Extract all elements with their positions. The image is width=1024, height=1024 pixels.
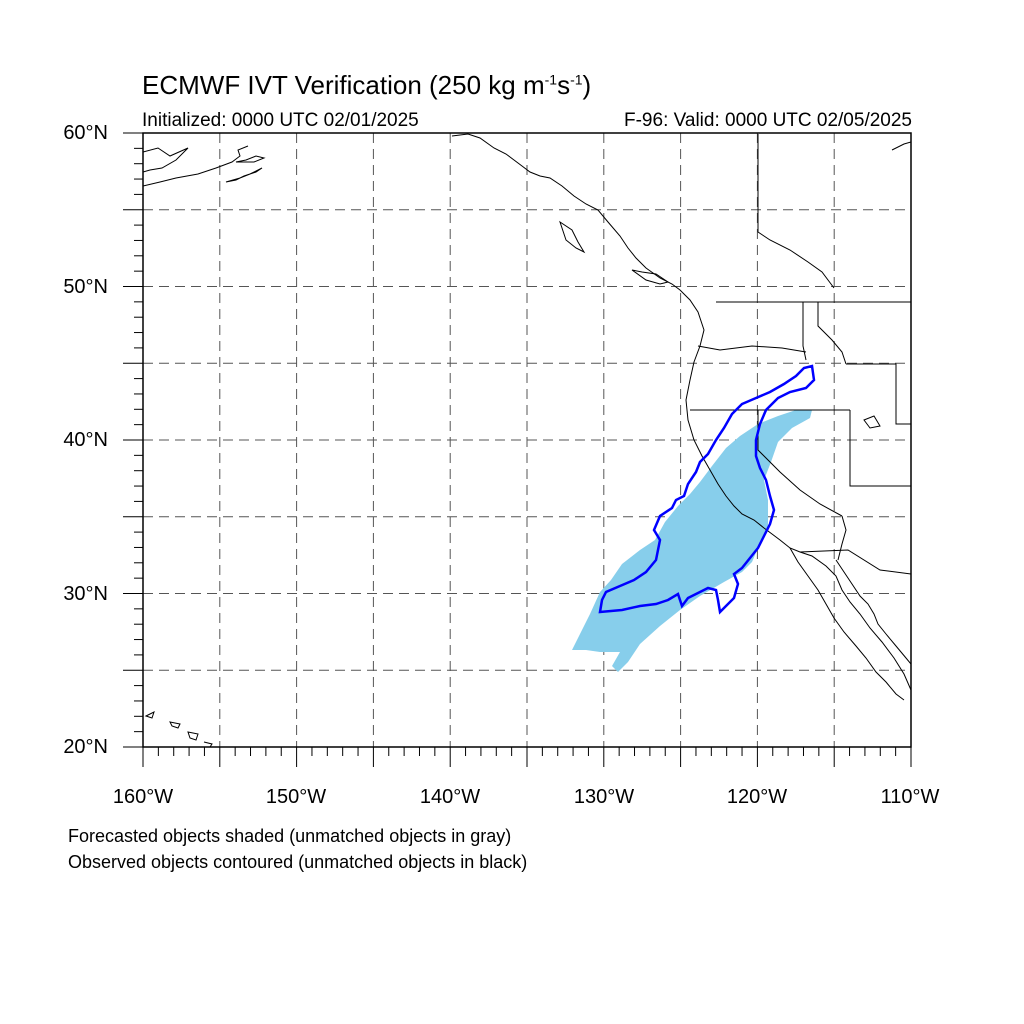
- lat-label-30n: 30°N: [63, 583, 108, 605]
- observed-ivt-contour: [598, 364, 816, 615]
- lon-label-150w: 150°W: [265, 786, 327, 808]
- caption-forecast: Forecasted objects shaded (unmatched obj…: [68, 826, 512, 846]
- lon-label-130w: 130°W: [573, 786, 635, 808]
- coastlines-and-borders: [143, 133, 911, 747]
- graticule: [143, 133, 911, 747]
- lon-label-160w: 160°W: [112, 786, 174, 808]
- lat-label-50n: 50°N: [63, 276, 108, 298]
- caption-observed: Observed objects contoured (unmatched ob…: [68, 852, 528, 872]
- lon-label-110w: 110°W: [880, 786, 940, 808]
- axis-ticks: [123, 132, 912, 767]
- valid-time-label: F-96: Valid: 0000 UTC 02/05/2025: [624, 110, 912, 131]
- init-time-label: Initialized: 0000 UTC 02/01/2025: [142, 110, 419, 131]
- lon-label-120w: 120°W: [726, 786, 788, 808]
- forecast-ivt-object: [572, 410, 812, 672]
- lon-label-140w: 140°W: [419, 786, 481, 808]
- lat-label-40n: 40°N: [63, 429, 108, 451]
- map-frame: [142, 132, 912, 748]
- lat-label-60n: 60°N: [63, 122, 108, 144]
- lat-label-20n: 20°N: [63, 736, 108, 758]
- map-title: ECMWF IVT Verification (250 kg m-1s-1): [142, 70, 592, 100]
